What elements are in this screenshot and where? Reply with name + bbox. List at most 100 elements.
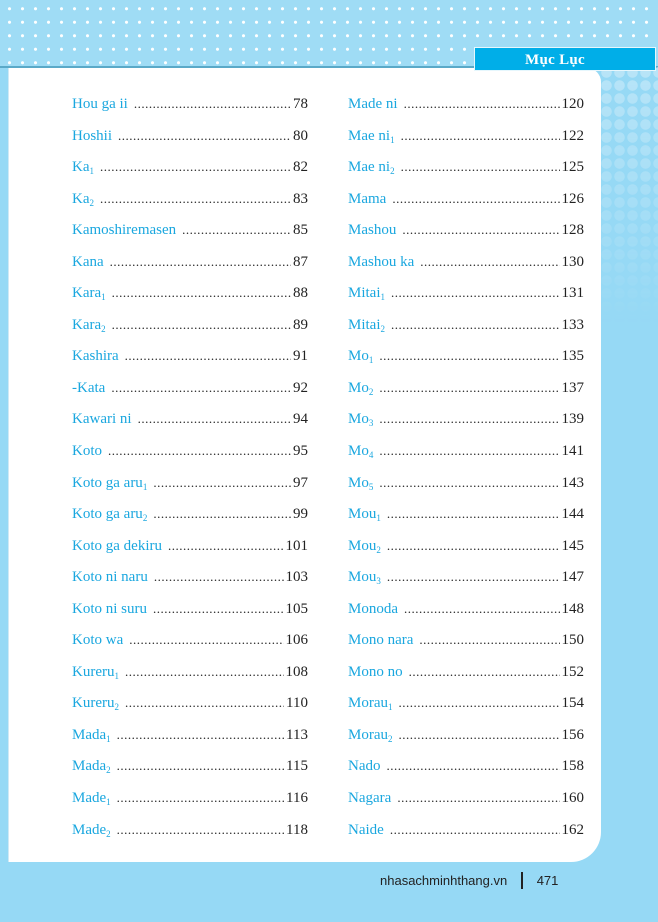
entry-subscript: 1 xyxy=(376,513,381,524)
entry-page-number: 88 xyxy=(293,285,308,302)
dot-leader xyxy=(125,695,284,711)
toc-entry[interactable]: Kureru2 110 xyxy=(72,695,308,727)
toc-entry-title: Nado xyxy=(348,758,381,775)
entry-name: Mono no xyxy=(348,663,403,680)
entry-page-number: 135 xyxy=(561,348,585,365)
toc-entry[interactable]: Kana 87 xyxy=(72,254,308,286)
entry-name: Mitai xyxy=(348,316,381,333)
toc-entry-title: Hoshii xyxy=(72,128,112,145)
toc-entry[interactable]: Mono nara 150 xyxy=(348,632,584,664)
entry-name: Kureru xyxy=(72,663,115,680)
entry-name: -Kata xyxy=(72,379,106,396)
entry-page-number: 83 xyxy=(293,190,308,207)
entry-name: Koto ga aru xyxy=(72,474,143,491)
dot-leader xyxy=(387,758,560,774)
dot-leader xyxy=(392,191,559,207)
toc-entry[interactable]: Mo3 139 xyxy=(348,411,584,443)
entry-page-number: 118 xyxy=(286,821,308,838)
dot-leader xyxy=(401,128,560,144)
toc-entry[interactable]: Mou2 145 xyxy=(348,538,584,570)
toc-entry[interactable]: Morau2 156 xyxy=(348,727,584,759)
toc-entry[interactable]: Kamoshiremasen 85 xyxy=(72,222,308,254)
toc-entry[interactable]: Mo1 135 xyxy=(348,348,584,380)
entry-page-number: 94 xyxy=(293,411,308,428)
toc-entry[interactable]: Mada1 113 xyxy=(72,727,308,759)
toc-entry[interactable]: Nado 158 xyxy=(348,758,584,790)
entry-name: Mae ni xyxy=(348,159,391,176)
dot-leader xyxy=(419,632,559,648)
toc-entry[interactable]: Ka2 83 xyxy=(72,191,308,223)
toc-entry-title: Mae ni1 xyxy=(348,128,395,145)
toc-entry[interactable]: Mae ni2 125 xyxy=(348,159,584,191)
toc-entry[interactable]: Kara2 89 xyxy=(72,317,308,349)
toc-entry-title: Kara2 xyxy=(72,317,106,334)
toc-entry-title: Koto xyxy=(72,443,102,460)
toc-entry[interactable]: Mae ni1 122 xyxy=(348,128,584,160)
entry-page-number: 116 xyxy=(286,790,308,807)
entry-name: Mo xyxy=(348,379,369,396)
toc-entry[interactable]: Mou1 144 xyxy=(348,506,584,538)
entry-page-number: 150 xyxy=(561,632,585,649)
toc-entry[interactable]: Made1 116 xyxy=(72,790,308,822)
entry-name: Kureru xyxy=(72,695,115,712)
toc-entry[interactable]: Mama 126 xyxy=(348,191,584,223)
entry-page-number: 154 xyxy=(561,695,585,712)
toc-entry[interactable]: Koto ga dekiru 101 xyxy=(72,538,308,570)
toc-entry[interactable]: Made ni 120 xyxy=(348,96,584,128)
toc-entry[interactable]: Kawari ni 94 xyxy=(72,411,308,443)
entry-name: Mo xyxy=(348,411,369,428)
toc-entry[interactable]: Naide 162 xyxy=(348,822,584,854)
toc-entry[interactable]: Koto ni naru 103 xyxy=(72,569,308,601)
toc-entry[interactable]: Mo5 143 xyxy=(348,475,584,507)
entry-page-number: 144 xyxy=(561,506,585,523)
toc-entry[interactable]: Koto 95 xyxy=(72,443,308,475)
toc-entry-title: Mada2 xyxy=(72,758,111,775)
entry-page-number: 110 xyxy=(286,695,308,712)
toc-entry[interactable]: Koto ga aru2 99 xyxy=(72,506,308,538)
toc-entry[interactable]: Koto wa 106 xyxy=(72,632,308,664)
toc-entry[interactable]: Mashou ka 130 xyxy=(348,254,584,286)
entry-page-number: 160 xyxy=(561,790,585,807)
toc-entry-title: Mama xyxy=(348,191,386,208)
toc-entry[interactable]: Kashira 91 xyxy=(72,348,308,380)
entry-page-number: 87 xyxy=(293,253,308,270)
toc-entry-title: Monoda xyxy=(348,601,398,618)
toc-entry[interactable]: Hoshii 80 xyxy=(72,128,308,160)
dot-leader xyxy=(100,191,291,207)
toc-entry-title: Morau2 xyxy=(348,727,393,744)
toc-entry-title: Kureru1 xyxy=(72,664,119,681)
toc-entry[interactable]: Morau1 154 xyxy=(348,695,584,727)
toc-entry-title: Koto ni suru xyxy=(72,601,147,618)
entry-name: Mo xyxy=(348,474,369,491)
toc-entry[interactable]: Mada2 115 xyxy=(72,758,308,790)
toc-entry[interactable]: Monoda 148 xyxy=(348,601,584,633)
entry-name: Mashou xyxy=(348,222,397,239)
toc-entry[interactable]: Ka1 82 xyxy=(72,159,308,191)
toc-entry[interactable]: Mitai2 133 xyxy=(348,317,584,349)
toc-entry[interactable]: Made2 118 xyxy=(72,822,308,854)
toc-entry[interactable]: Mo2 137 xyxy=(348,380,584,412)
toc-entry-title: Koto ga aru1 xyxy=(72,475,147,492)
entry-page-number: 131 xyxy=(561,285,585,302)
toc-entry[interactable]: Kara1 88 xyxy=(72,285,308,317)
toc-entry[interactable]: Hou ga ii 78 xyxy=(72,96,308,128)
entry-page-number: 158 xyxy=(561,758,585,775)
dot-leader xyxy=(153,506,291,522)
toc-entry[interactable]: Nagara 160 xyxy=(348,790,584,822)
toc-entry[interactable]: Mono no 152 xyxy=(348,664,584,696)
dot-leader xyxy=(391,285,560,301)
entry-name: Kawari ni xyxy=(72,411,132,428)
toc-entry[interactable]: Mitai1 131 xyxy=(348,285,584,317)
toc-entry[interactable]: -Kata 92 xyxy=(72,380,308,412)
entry-name: Kana xyxy=(72,253,104,270)
entry-subscript: 1 xyxy=(89,166,95,177)
toc-entry-title: Kashira xyxy=(72,348,119,365)
toc-entry[interactable]: Koto ni suru 105 xyxy=(72,601,308,633)
toc-entry[interactable]: Mashou 128 xyxy=(348,222,584,254)
toc-entry[interactable]: Mo4 141 xyxy=(348,443,584,475)
dot-leader xyxy=(420,254,559,270)
toc-entry[interactable]: Koto ga aru1 97 xyxy=(72,475,308,507)
entry-page-number: 91 xyxy=(293,348,308,365)
toc-entry[interactable]: Kureru1 108 xyxy=(72,664,308,696)
toc-entry[interactable]: Mou3 147 xyxy=(348,569,584,601)
